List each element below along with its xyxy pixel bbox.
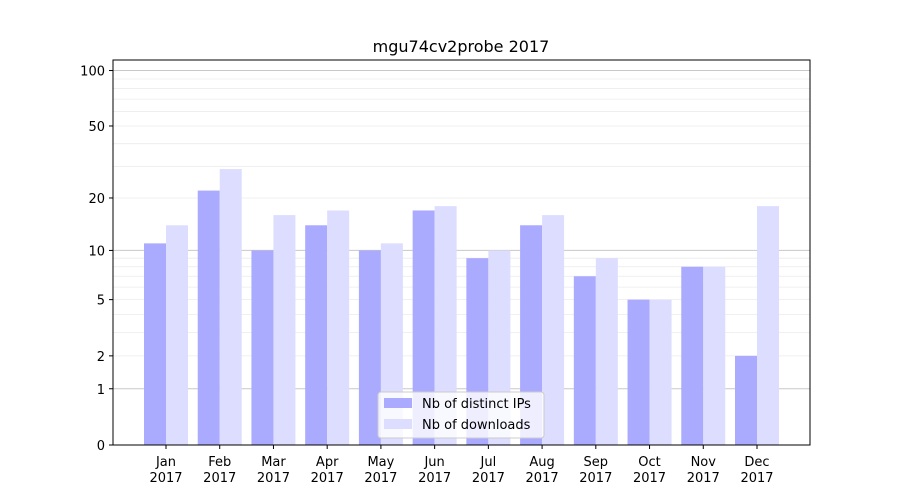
x-tick-label: Apr 2017 <box>311 455 344 486</box>
legend-label: Nb of distinct IPs <box>422 397 531 412</box>
x-tick-label-line: Dec <box>744 455 769 470</box>
legend-swatch <box>384 398 412 408</box>
legend-box <box>377 391 545 439</box>
bar-distinct-ips <box>251 250 274 445</box>
y-tick-label: 0 <box>97 439 105 454</box>
x-tick-label: Aug 2017 <box>526 455 559 486</box>
x-tick-label: Nov 2017 <box>687 455 720 486</box>
x-tick-label-line: Jul <box>480 455 497 470</box>
x-tick-label-line: Jan <box>155 455 176 470</box>
x-tick-label: Oct 2017 <box>633 455 666 486</box>
bar-downloads <box>166 225 188 445</box>
bar-distinct-ips <box>305 225 328 445</box>
y-tick-label: 100 <box>80 65 105 80</box>
bar-downloads <box>273 215 296 445</box>
x-tick-label-line: 2017 <box>364 471 397 486</box>
x-tick-label-line: 2017 <box>526 471 559 486</box>
x-tick-label: Dec 2017 <box>740 455 773 486</box>
bar-downloads <box>542 215 565 445</box>
x-tick-label-line: 2017 <box>687 471 720 486</box>
x-tick-label-line: 2017 <box>149 471 182 486</box>
x-tick-label-line: 2017 <box>472 471 505 486</box>
axes-frame <box>112 59 811 446</box>
bar-distinct-ips <box>735 355 757 445</box>
legend-swatch <box>384 419 412 429</box>
y-tick-label: 10 <box>88 244 105 259</box>
bar-distinct-ips <box>358 250 381 445</box>
bar-downloads <box>703 266 726 445</box>
x-tick-label-line: Feb <box>208 455 231 470</box>
bar-downloads <box>757 206 779 445</box>
x-tick-label-line: 2017 <box>418 471 451 486</box>
bar-downloads <box>219 169 242 446</box>
bar-downloads <box>434 206 457 445</box>
bar-distinct-ips <box>412 210 435 445</box>
legend: Nb of distinct IPs Nb of downloads <box>377 391 545 439</box>
x-tick-label-line: 2017 <box>311 471 344 486</box>
y-tick-label: 50 <box>88 120 105 135</box>
x-tick-label-line: Aug <box>529 455 554 470</box>
bar-distinct-ips <box>573 276 596 445</box>
x-tick-label-line: Sep <box>584 455 609 470</box>
legend-label: Nb of downloads <box>422 418 531 433</box>
x-tick-label-line: Oct <box>638 455 660 470</box>
x-tick-label-line: Jun <box>423 455 444 470</box>
y-tick-label: 5 <box>97 294 105 309</box>
x-tick-label-line: 2017 <box>203 471 236 486</box>
x-tick-label-line: May <box>367 455 394 470</box>
bar-downloads <box>649 299 672 445</box>
x-tick-label: Jun 2017 <box>418 455 451 486</box>
x-tick-label: May 2017 <box>364 455 397 486</box>
bar-distinct-ips <box>681 266 704 445</box>
bar-distinct-ips <box>144 243 166 445</box>
x-tick-label-line: Apr <box>316 455 339 470</box>
x-tick-label: Sep 2017 <box>579 455 612 486</box>
x-tick-label-line: 2017 <box>633 471 666 486</box>
x-tick-label-line: 2017 <box>257 471 290 486</box>
chart-title: mgu74cv2probe 2017 <box>373 37 550 56</box>
y-tick-label: 2 <box>97 350 105 365</box>
x-tick-label: Jul 2017 <box>472 455 505 486</box>
y-tick-label: 20 <box>88 192 105 207</box>
x-tick-label-line: Mar <box>261 455 286 470</box>
y-tick-label: 1 <box>97 383 105 398</box>
x-tick-label-line: Nov <box>691 455 717 470</box>
bar-distinct-ips <box>197 190 220 445</box>
bar-distinct-ips <box>627 299 650 445</box>
x-tick-label: Feb 2017 <box>203 455 236 486</box>
x-tick-label: Mar 2017 <box>257 455 290 486</box>
x-tick-label: Jan 2017 <box>149 455 182 486</box>
bar-downloads <box>327 210 350 445</box>
x-tick-label-line: 2017 <box>579 471 612 486</box>
bar-distinct-ips <box>520 225 543 445</box>
x-tick-label-line: 2017 <box>740 471 773 486</box>
bar-downloads <box>595 258 618 445</box>
